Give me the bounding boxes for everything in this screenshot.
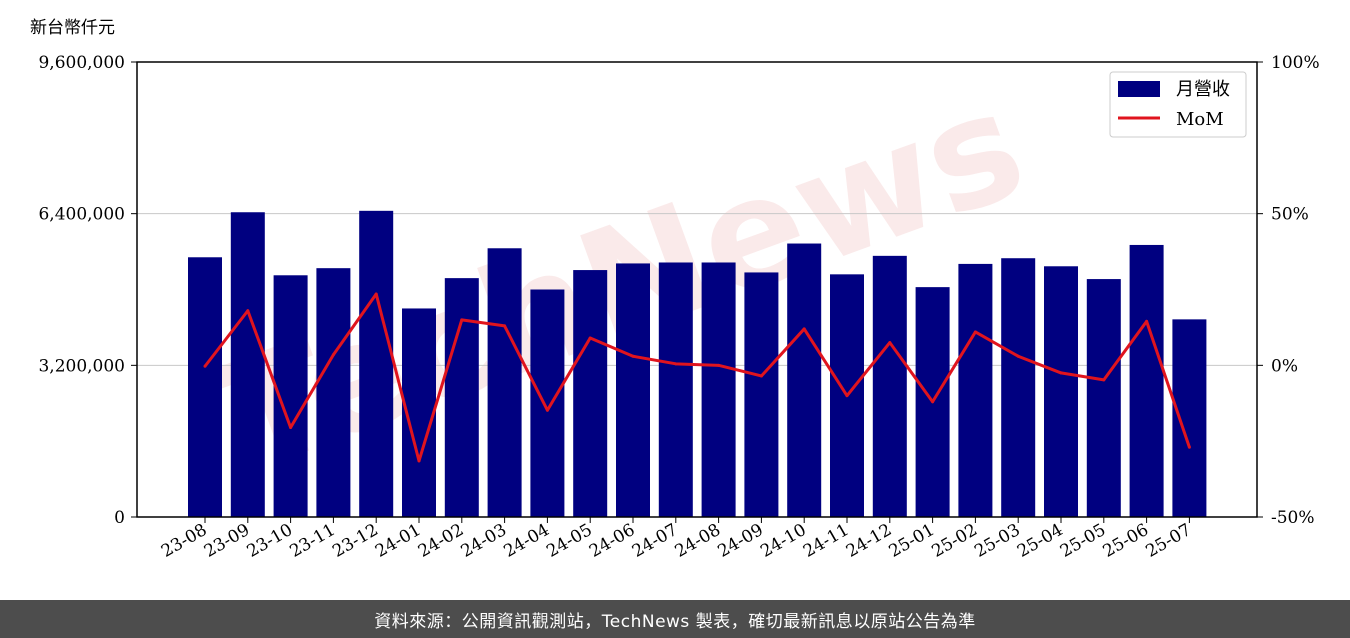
- bar-25-03: [1001, 258, 1036, 517]
- chart: TechNews03,200,0006,400,0009,600,000-50%…: [30, 18, 1320, 562]
- y-unit-label: 新台幣仟元: [30, 18, 115, 38]
- bar-24-04: [530, 289, 565, 517]
- bar-24-12: [872, 255, 907, 518]
- x-tick-label: 23-10: [244, 520, 296, 562]
- mom-point-24-06: [631, 354, 635, 358]
- left-tick-label: 6,400,000: [38, 205, 125, 225]
- x-tick-label: 25-02: [928, 520, 980, 562]
- x-tick-label: 25-01: [886, 520, 938, 562]
- x-tick-label: 24-01: [372, 520, 424, 562]
- mom-point-23-12: [374, 292, 378, 296]
- bar-24-09: [744, 272, 779, 517]
- bar-24-05: [573, 270, 608, 517]
- mom-point-24-02: [460, 318, 464, 322]
- mom-point-24-07: [674, 362, 678, 366]
- mom-point-24-01: [417, 459, 421, 463]
- bar-24-02: [444, 278, 479, 517]
- x-tick-label: 25-03: [971, 520, 1023, 562]
- bar-25-04: [1044, 266, 1078, 517]
- mom-point-24-12: [888, 341, 892, 345]
- x-tick-label: 24-07: [629, 520, 681, 562]
- mom-point-24-09: [759, 374, 763, 378]
- mom-point-25-06: [1145, 319, 1149, 323]
- footer-text: 資料來源：公開資訊觀測站，TechNews 製表，確切最新訊息以原站公告為準: [374, 611, 976, 632]
- left-tick-label: 9,600,000: [38, 53, 125, 73]
- legend-label-mom: MoM: [1176, 109, 1224, 130]
- mom-point-24-11: [845, 394, 849, 398]
- mom-point-25-01: [931, 400, 935, 404]
- bar-25-05: [1086, 279, 1121, 517]
- mom-point-25-07: [1187, 445, 1191, 449]
- plot-frame: [136, 61, 1258, 518]
- bar-23-12: [359, 210, 394, 517]
- mom-point-25-05: [1102, 378, 1106, 382]
- legend-label-revenue: 月營收: [1176, 79, 1230, 100]
- x-tick-label: 24-09: [714, 520, 766, 562]
- mom-point-25-02: [973, 330, 977, 334]
- x-tick-label: 24-12: [843, 520, 895, 562]
- x-tick-label: 25-07: [1142, 520, 1194, 562]
- x-tick-label: 24-08: [672, 520, 724, 562]
- x-tick-label: 25-06: [1100, 520, 1152, 562]
- right-tick-label: 0%: [1271, 356, 1298, 376]
- x-tick-label: 24-05: [543, 520, 595, 562]
- mom-point-23-11: [331, 353, 335, 357]
- bar-24-07: [658, 262, 693, 517]
- mom-point-23-09: [246, 309, 250, 313]
- bar-24-10: [787, 243, 822, 517]
- bar-24-06: [616, 263, 650, 517]
- bar-25-02: [958, 263, 993, 517]
- x-tick-label: 24-03: [458, 520, 510, 562]
- right-tick-label: 100%: [1271, 53, 1320, 73]
- mom-point-23-10: [289, 426, 293, 430]
- bar-24-03: [487, 248, 522, 517]
- x-tick-label: 25-05: [1057, 520, 1109, 562]
- x-tick-label: 24-10: [757, 520, 809, 562]
- left-tick-label: 0: [114, 508, 125, 528]
- bar-25-06: [1129, 244, 1164, 517]
- x-tick-label: 23-11: [286, 520, 338, 562]
- mom-point-23-08: [203, 364, 207, 368]
- chart-svg: TechNews03,200,0006,400,0009,600,000-50%…: [30, 18, 1320, 562]
- mom-point-25-04: [1059, 371, 1063, 375]
- mom-point-24-04: [545, 408, 549, 412]
- mom-line: [203, 292, 1191, 463]
- x-tick-label: 25-04: [1014, 520, 1066, 562]
- mom-point-24-03: [503, 324, 507, 328]
- x-tick-label: 23-08: [158, 520, 210, 562]
- x-tick-label: 23-12: [329, 520, 381, 562]
- left-tick-label: 3,200,000: [38, 356, 125, 376]
- x-tick-label: 24-04: [500, 520, 552, 562]
- mom-point-25-03: [1016, 354, 1020, 358]
- source-footer: 資料來源：公開資訊觀測站，TechNews 製表，確切最新訊息以原站公告為準: [0, 600, 1350, 638]
- x-tick-label: 24-02: [415, 520, 467, 562]
- x-tick-label: 23-09: [201, 520, 253, 562]
- bar-23-09: [230, 212, 265, 517]
- bar-24-08: [701, 262, 736, 517]
- x-tick-label: 24-11: [800, 520, 852, 562]
- mom-point-24-10: [802, 327, 806, 331]
- mom-point-24-05: [588, 336, 592, 340]
- right-tick-label: -50%: [1271, 508, 1315, 528]
- x-tick-label: 24-06: [586, 520, 638, 562]
- mom-point-24-08: [717, 363, 721, 367]
- right-tick-label: 50%: [1271, 205, 1309, 225]
- legend-swatch-revenue: [1118, 81, 1160, 97]
- bar-23-11: [316, 268, 351, 517]
- bar-25-07: [1172, 319, 1207, 517]
- bar-23-08: [188, 257, 222, 517]
